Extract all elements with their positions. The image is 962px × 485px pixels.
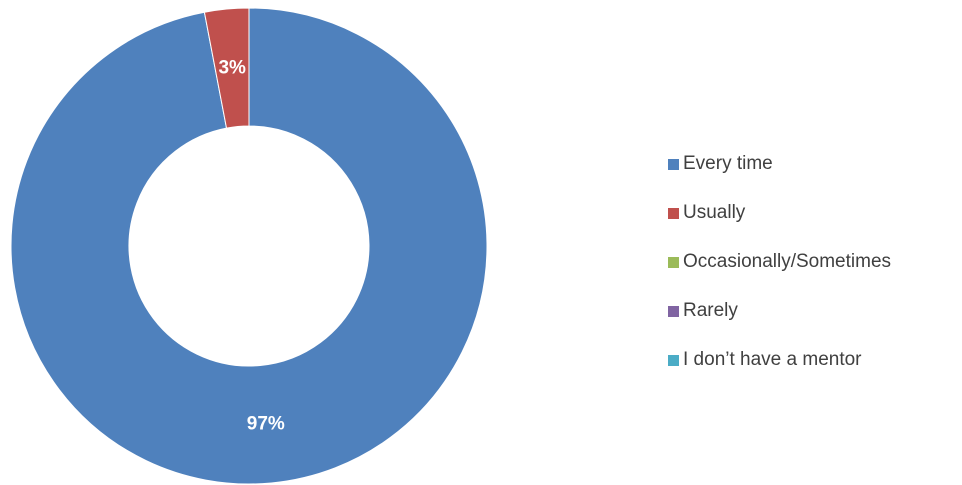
legend-label-every-time: Every time	[683, 153, 773, 174]
legend-swatch-rarely	[668, 305, 679, 317]
legend-label-no-mentor: I don’t have a mentor	[683, 349, 862, 370]
data-label-usually: 3%	[218, 57, 246, 78]
legend-label-usually: Usually	[683, 202, 746, 223]
legend-item-every-time: Every time	[668, 152, 891, 176]
data-label-every-time: 97%	[247, 414, 285, 435]
legend-item-no-mentor: I don’t have a mentor	[668, 348, 891, 372]
donut-slices	[10, 7, 488, 485]
chart-legend: Every time Usually Occasionally/Sometime…	[668, 152, 891, 397]
slice-every-time	[10, 7, 488, 485]
legend-item-usually: Usually	[668, 201, 891, 225]
legend-label-rarely: Rarely	[683, 300, 738, 321]
legend-item-occasionally-sometimes: Occasionally/Sometimes	[668, 250, 891, 274]
legend-label-occasionally-sometimes: Occasionally/Sometimes	[683, 251, 892, 272]
slice-usually	[203, 7, 250, 129]
legend-swatch-no-mentor	[668, 354, 679, 366]
legend-swatch-occasionally-sometimes	[668, 256, 679, 268]
legend-swatch-usually	[668, 207, 679, 219]
legend-swatch-every-time	[668, 158, 679, 170]
legend-item-rarely: Rarely	[668, 299, 891, 323]
donut-data-labels: 97% 3%	[218, 57, 284, 434]
